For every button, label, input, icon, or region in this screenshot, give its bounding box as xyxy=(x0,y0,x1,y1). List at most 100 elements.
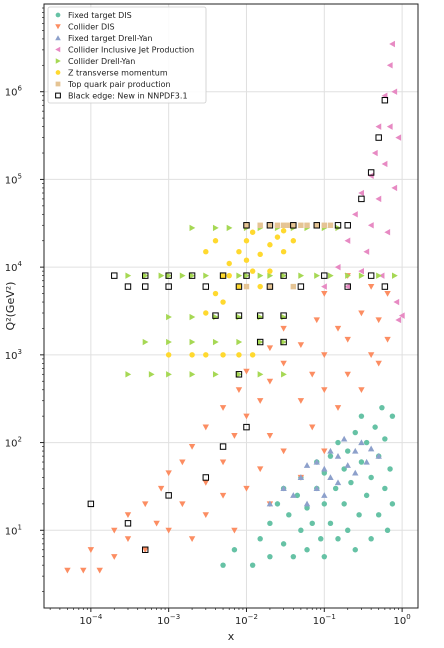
data-point xyxy=(386,62,393,69)
data-point xyxy=(290,238,297,244)
data-point-highlight xyxy=(344,222,351,229)
y-tick-label: 102 xyxy=(5,436,22,450)
data-point xyxy=(274,222,281,229)
data-point xyxy=(165,352,172,358)
data-point xyxy=(243,257,250,263)
data-point xyxy=(257,338,264,346)
legend-label: Black edge: New in NNPDF3.1 xyxy=(68,92,188,101)
data-point-highlight xyxy=(212,312,219,319)
data-point xyxy=(348,479,354,486)
data-point xyxy=(344,237,351,244)
data-point-highlight xyxy=(280,338,287,346)
data-point xyxy=(304,547,310,553)
data-point xyxy=(267,222,273,229)
data-point-highlight xyxy=(111,272,118,279)
data-point xyxy=(243,272,250,279)
data-point xyxy=(80,567,87,574)
data-point xyxy=(188,536,196,542)
data-point-highlight xyxy=(256,312,264,319)
data-point xyxy=(158,272,165,279)
legend-entry: Collider DIS xyxy=(55,23,115,32)
legend-marker xyxy=(55,12,61,18)
data-point xyxy=(256,466,264,473)
legend-marker xyxy=(55,24,61,30)
data-point xyxy=(386,123,393,130)
data-point-highlight xyxy=(297,283,305,290)
data-point xyxy=(281,371,287,378)
data-point xyxy=(358,272,365,279)
data-point xyxy=(257,272,264,279)
data-point xyxy=(363,439,370,446)
data-point xyxy=(387,466,393,472)
data-point xyxy=(257,371,264,378)
data-point xyxy=(391,88,398,95)
x-tick-label: 10−4 xyxy=(79,613,103,627)
legend-marker xyxy=(55,70,61,75)
data-point xyxy=(286,222,292,229)
y-tick-label: 105 xyxy=(5,172,22,186)
data-point xyxy=(142,338,149,346)
legend-entry: Black edge: New in NNPDF3.1 xyxy=(55,92,188,101)
data-point xyxy=(243,283,250,290)
data-point xyxy=(367,172,374,179)
legend-marker xyxy=(55,46,61,53)
data-point xyxy=(280,485,287,491)
data-point xyxy=(212,371,219,378)
data-point xyxy=(344,371,351,378)
data-point xyxy=(384,527,391,534)
data-point xyxy=(202,479,209,486)
data-point xyxy=(212,290,219,297)
data-point xyxy=(243,238,250,244)
data-point xyxy=(257,283,263,290)
data-point xyxy=(257,536,263,542)
data-point xyxy=(280,448,287,455)
data-point xyxy=(358,310,365,317)
data-point xyxy=(236,371,243,378)
data-point xyxy=(267,520,273,527)
data-point xyxy=(392,272,398,279)
data-point xyxy=(249,562,256,568)
data-point xyxy=(203,248,209,255)
data-point xyxy=(290,283,297,290)
data-point xyxy=(313,485,320,491)
data-point xyxy=(235,387,243,393)
plot-area-frame xyxy=(43,3,419,609)
data-point-highlight xyxy=(344,283,351,290)
data-point xyxy=(179,272,186,279)
data-point xyxy=(358,387,365,393)
data-point xyxy=(220,272,226,279)
data-point xyxy=(304,505,310,511)
data-point-highlight xyxy=(358,195,365,203)
data-point xyxy=(165,470,172,477)
data-point xyxy=(321,492,328,498)
data-point xyxy=(358,189,364,197)
data-point xyxy=(124,536,132,542)
data-point xyxy=(314,272,320,279)
data-point xyxy=(297,474,305,481)
data-point xyxy=(212,238,219,244)
data-point xyxy=(309,424,316,431)
data-point xyxy=(313,317,320,324)
data-point xyxy=(321,352,328,359)
data-point xyxy=(267,268,273,274)
data-point-highlight xyxy=(243,222,250,229)
data-point xyxy=(280,228,287,234)
data-point xyxy=(344,462,351,468)
legend-marker xyxy=(55,35,61,41)
data-point xyxy=(142,272,149,279)
data-point xyxy=(367,222,374,229)
data-point xyxy=(375,317,382,324)
data-point xyxy=(274,234,281,240)
data-point xyxy=(341,501,347,507)
data-point xyxy=(352,469,359,476)
data-point xyxy=(226,224,233,232)
data-point xyxy=(166,371,172,378)
legend-entry: Collider Inclusive Jet Production xyxy=(55,46,194,55)
data-point xyxy=(395,134,402,141)
data-point-highlight xyxy=(235,312,243,319)
data-point xyxy=(345,527,351,534)
data-point xyxy=(335,439,341,446)
data-point xyxy=(389,40,395,48)
data-point xyxy=(231,433,238,439)
